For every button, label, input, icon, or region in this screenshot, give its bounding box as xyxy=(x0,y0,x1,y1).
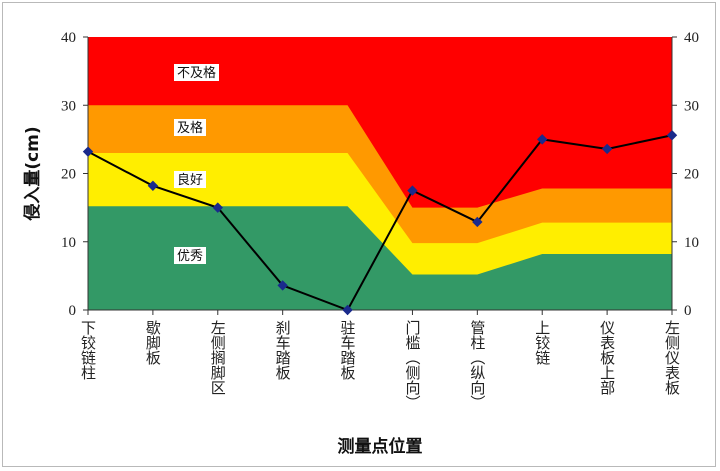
y-tick-label-left: 40 xyxy=(61,30,76,46)
x-tick-label: 仪表板上部 xyxy=(598,320,616,395)
band-label-box xyxy=(174,247,206,264)
data-point xyxy=(407,185,418,196)
x-tick-label: 左侧搁脚区 xyxy=(209,320,227,395)
data-point xyxy=(147,180,159,191)
data-point xyxy=(472,216,483,228)
data-point xyxy=(277,280,288,291)
y-tick-label-left: 20 xyxy=(61,167,76,183)
y-tick-label-right: 0 xyxy=(684,303,692,319)
y-tick-label-right: 30 xyxy=(684,98,699,114)
y-tick-label-left: 10 xyxy=(61,235,76,251)
data-point xyxy=(666,130,678,141)
data-point xyxy=(212,202,223,213)
x-tick-label: 左侧仪表板 xyxy=(663,320,681,395)
y-tick-label-right: 10 xyxy=(684,235,699,251)
x-axis-title: 测量点位置 xyxy=(338,436,423,457)
y-axis-title: 侵入量(cm) xyxy=(22,126,43,221)
data-point xyxy=(342,304,353,316)
y-tick-label-left: 30 xyxy=(61,98,76,114)
band-1 xyxy=(88,206,672,310)
data-point xyxy=(601,143,613,155)
series-line-layer xyxy=(82,130,678,316)
band-label: 良好 xyxy=(177,172,203,188)
x-tick-label: 驻车踏板 xyxy=(339,320,357,380)
y-tick-label-right: 20 xyxy=(684,167,699,183)
band-label-box xyxy=(174,64,219,81)
band-label: 不及格 xyxy=(177,65,216,81)
band-label: 及格 xyxy=(177,120,203,136)
x-tick-label: 管柱（纵向） xyxy=(468,320,486,410)
x-tick-label: 歇脚板 xyxy=(144,320,162,365)
data-point xyxy=(82,146,94,157)
axes: 0 0 10 10 20 20 30 30 40 40 下铰链柱 歇脚板 左侧搁脚区 刹车踏板 驻车踏板 门槛… xyxy=(61,30,699,410)
x-tick-label: 刹车踏板 xyxy=(274,320,292,380)
band-label-box xyxy=(174,171,206,188)
x-tick-label: 门槛（侧向） xyxy=(403,320,421,410)
band-label: 优秀 xyxy=(177,249,203,264)
x-tick-label: 下铰链柱 xyxy=(79,320,97,380)
data-point xyxy=(537,134,548,145)
y-tick-label-left: 0 xyxy=(69,303,77,319)
series-line xyxy=(87,134,673,312)
x-tick-label: 上铰链 xyxy=(533,320,551,365)
performance-bands xyxy=(88,37,672,310)
y-tick-label-right: 40 xyxy=(684,30,699,46)
band-label-box xyxy=(174,119,206,136)
